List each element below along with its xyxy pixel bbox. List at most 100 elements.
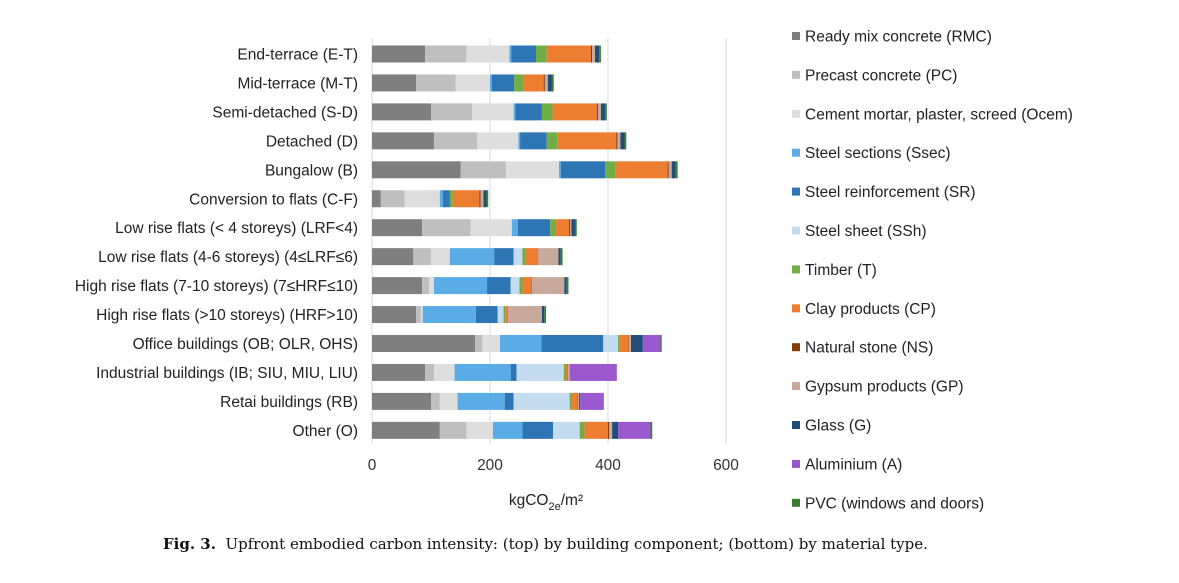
- category-label: End-terrace (E-T): [237, 47, 358, 64]
- legend-swatch: [792, 148, 800, 157]
- bar-segment-12-8: [566, 277, 569, 295]
- bar-segment-9-4: [668, 161, 672, 179]
- legend-label: Steel sheet (SSh): [805, 223, 926, 240]
- bar-segment-10-8: [564, 277, 567, 295]
- bar-segment-4-11: [510, 363, 517, 381]
- caption-label: Fig. 3.: [163, 535, 216, 553]
- bar-segment-7-5: [452, 190, 480, 208]
- bar-segment-6-12: [569, 392, 572, 410]
- bar-segment-4-4: [560, 161, 606, 179]
- bar-segment-8-5: [479, 190, 481, 208]
- bar-segment-4-12: [504, 392, 514, 410]
- bar-segment-9-0: [592, 45, 596, 63]
- bar-segment-2-0: [466, 45, 510, 63]
- bar-segment-0-6: [372, 219, 423, 237]
- legend-swatch: [792, 498, 800, 507]
- bar-segment-11-12: [580, 392, 604, 410]
- bar-segment-10-5: [483, 190, 487, 208]
- bar-segment-12-10: [660, 335, 662, 352]
- bar-segment-12-1: [551, 74, 554, 92]
- bar-segment-5-12: [513, 392, 570, 410]
- category-label: Industrial buildings (IB; SIU, MIU, LIU): [96, 365, 358, 382]
- legend-swatch: [792, 226, 800, 235]
- bar-segment-0-4: [372, 161, 461, 179]
- category-label: Low rise flats (< 4 storeys) (LRF<4): [115, 220, 358, 237]
- bar-segment-12-4: [675, 161, 678, 179]
- legend-label: Aluminium (A): [805, 456, 902, 473]
- bar-segment-4-0: [511, 45, 537, 63]
- bar-segment-7-13: [584, 421, 608, 439]
- legend-swatch: [792, 343, 800, 352]
- bar-segment-6-1: [514, 74, 524, 92]
- legend-swatch: [792, 32, 800, 40]
- bar-segment-4-8: [487, 277, 511, 295]
- bar-segment-6-11: [563, 363, 566, 381]
- bar-segment-1-12: [431, 392, 440, 410]
- bar-segment-12-0: [599, 45, 601, 63]
- bar-segment-10-6: [571, 219, 575, 237]
- bar-segment-2-5: [404, 190, 440, 208]
- bar-segment-6-6: [550, 219, 557, 237]
- x-tick-label-200: 200: [477, 457, 503, 474]
- bar-segment-0-13: [372, 421, 440, 439]
- legend-swatch: [792, 187, 800, 196]
- bar-segment-8-0: [590, 45, 593, 63]
- bar-segment-9-5: [480, 190, 484, 208]
- legend-label: Steel sections (Ssec): [805, 145, 951, 162]
- legend-swatch: [792, 382, 800, 391]
- bar-segment-7-10: [619, 335, 629, 352]
- bar-segment-4-9: [475, 306, 498, 324]
- bar-segment-9-10: [629, 335, 632, 352]
- bar-segment-10-12: [579, 392, 581, 410]
- bar-segment-8-4: [667, 161, 669, 179]
- bar-segment-7-7: [525, 248, 538, 266]
- bar-segment-1-7: [413, 248, 431, 266]
- bar-segment-3-9: [422, 306, 476, 324]
- bar-segment-9-3: [617, 132, 621, 150]
- bar-segment-4-6: [517, 219, 551, 237]
- bar-segment-6-2: [541, 103, 553, 121]
- bar-segment-6-13: [579, 421, 585, 439]
- legend-label: Glass (G): [805, 418, 871, 435]
- bar-segment-5-9: [497, 306, 504, 324]
- bar-segment-3-6: [511, 219, 518, 237]
- bar-segment-9-11: [567, 363, 570, 381]
- bar-segment-3-5: [439, 190, 443, 208]
- bar-segment-7-3: [557, 132, 617, 150]
- bar-segment-8-3: [616, 132, 618, 150]
- bar-segment-7-1: [523, 74, 544, 92]
- bar-segment-1-2: [431, 103, 473, 121]
- legend-label: Gypsum products (GP): [805, 379, 964, 396]
- bar-segment-10-2: [600, 103, 606, 121]
- bar-segment-6-0: [536, 45, 547, 63]
- bar-segment-2-8: [429, 277, 434, 295]
- category-label: Semi-detached (S-D): [212, 104, 358, 121]
- bar-segment-7-9: [505, 306, 508, 324]
- legend-label: PVC (windows and doors): [805, 495, 984, 512]
- bar-segment-3-0: [509, 45, 512, 63]
- bar-segment-9-9: [507, 306, 542, 324]
- bar-segment-2-12: [439, 392, 458, 410]
- bar-segment-10-10: [631, 335, 643, 352]
- bar-segment-10-9: [541, 306, 545, 324]
- bar-segment-2-13: [466, 421, 493, 439]
- bar-segment-6-9: [503, 306, 506, 324]
- bar-segment-11-13: [618, 421, 651, 439]
- bar-segment-0-11: [372, 363, 426, 381]
- bar-segment-7-12: [571, 392, 578, 410]
- bar-segment-5-11: [516, 363, 564, 381]
- bar-segment-10-1: [547, 74, 552, 92]
- bar-segment-12-9: [544, 306, 547, 324]
- bar-segment-1-11: [425, 363, 434, 381]
- bar-segment-8-1: [543, 74, 545, 92]
- bar-segment-0-9: [372, 306, 417, 324]
- bar-segment-12-7: [560, 248, 563, 266]
- legend-label: Steel reinforcement (SR): [805, 184, 976, 201]
- bar-segment-1-0: [425, 45, 467, 63]
- category-label: Bungalow (B): [265, 162, 358, 179]
- bar-segment-4-10: [541, 335, 604, 352]
- bar-segment-1-13: [439, 421, 467, 439]
- category-label: High rise flats (>10 storeys) (HRF>10): [96, 307, 358, 324]
- bar-segment-0-12: [372, 392, 431, 410]
- bar-segment-10-0: [595, 45, 600, 63]
